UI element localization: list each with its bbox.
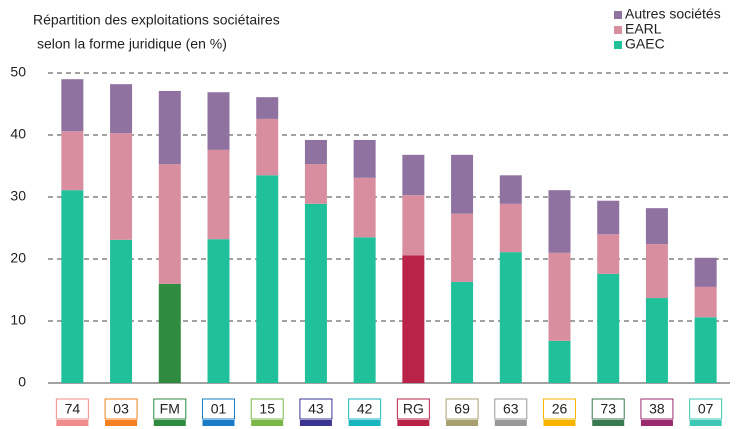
x-tick-label: 73 <box>600 401 616 417</box>
bar-segment <box>304 139 327 165</box>
x-tick-label: 15 <box>259 401 275 417</box>
bar-segment <box>158 90 181 165</box>
category-stripe <box>299 420 332 426</box>
category-stripe <box>153 420 186 426</box>
bar-segment <box>548 340 571 383</box>
category-stripe <box>494 420 527 426</box>
bar-segment <box>256 97 279 119</box>
bar-segment <box>499 175 522 204</box>
category-stripe <box>251 420 284 426</box>
x-tick-label: 42 <box>357 401 373 417</box>
y-tick-label: 0 <box>18 374 26 390</box>
bar-segment <box>110 239 133 383</box>
category-stripe <box>543 420 576 426</box>
category-box <box>640 398 674 420</box>
legend-label: Autres sociétés <box>625 6 721 22</box>
bar-segment <box>451 154 474 214</box>
bar-segment <box>207 239 230 383</box>
bar-segment <box>304 203 327 383</box>
bar-segment <box>499 252 522 383</box>
bar-segment <box>158 283 181 383</box>
y-tick-label: 40 <box>10 126 26 142</box>
legend-label: GAEC <box>625 36 665 52</box>
category-box <box>55 398 89 420</box>
bar-segment <box>451 281 474 383</box>
bar-segment <box>207 92 230 150</box>
x-tick-label: 03 <box>113 401 129 417</box>
category-box <box>494 398 528 420</box>
category-stripe <box>397 420 430 426</box>
bar-segment <box>548 190 571 253</box>
bar-segment <box>694 286 717 318</box>
bar-segment <box>645 208 668 245</box>
bar-segment <box>158 164 181 284</box>
category-box <box>104 398 138 420</box>
category-box <box>153 398 187 420</box>
y-tick-label: 20 <box>10 250 26 266</box>
bar-segment <box>304 164 327 204</box>
category-stripe <box>202 420 235 426</box>
bar-segment <box>402 154 425 196</box>
category-box <box>689 398 723 420</box>
y-tick-label: 10 <box>10 312 26 328</box>
bar-segment <box>207 149 230 240</box>
legend-swatch <box>614 11 622 19</box>
x-tick-label: 01 <box>211 401 227 417</box>
x-tick-label: 74 <box>65 401 81 417</box>
category-box <box>299 398 333 420</box>
category-box <box>445 398 479 420</box>
x-tick-label: RG <box>403 401 424 417</box>
x-tick-label: FM <box>160 401 180 417</box>
x-tick-label: 43 <box>308 401 324 417</box>
bar-segment <box>256 175 279 383</box>
bar-segment <box>110 133 133 240</box>
chart-title: selon la forme juridique (en %) <box>37 36 227 52</box>
legend-swatch <box>614 41 622 49</box>
category-stripe <box>640 420 673 426</box>
category-stripe <box>105 420 138 426</box>
bar-segment <box>597 273 620 383</box>
bar-segment <box>110 84 133 134</box>
bar-segment <box>61 79 84 132</box>
bar-segment <box>694 317 717 383</box>
category-stripe <box>592 420 625 426</box>
category-stripe <box>56 420 89 426</box>
category-stripe <box>348 420 381 426</box>
bar-segment <box>548 252 571 341</box>
bar-segment <box>597 234 620 274</box>
bar-segment <box>353 177 376 238</box>
bar-segment <box>353 237 376 383</box>
category-box <box>348 398 382 420</box>
chart-title: Répartition des exploitations sociétaire… <box>33 12 280 28</box>
x-tick-label: 63 <box>503 401 519 417</box>
bar-segment <box>499 203 522 253</box>
legend-swatch <box>614 26 622 34</box>
category-stripe <box>689 420 722 426</box>
category-box <box>591 398 625 420</box>
x-tick-label: 38 <box>649 401 665 417</box>
y-tick-label: 50 <box>10 64 26 80</box>
bar-segment <box>256 118 279 176</box>
bar-segment <box>694 257 717 287</box>
bar-segment <box>61 131 84 191</box>
bar-segment <box>645 244 668 299</box>
bar-segment <box>451 213 474 282</box>
x-tick-label: 07 <box>698 401 714 417</box>
bar-segment <box>597 200 620 235</box>
bar-segment <box>402 195 425 256</box>
category-box <box>202 398 235 420</box>
bar-segment <box>353 139 376 178</box>
category-box <box>396 398 430 420</box>
bar-segment <box>61 190 84 383</box>
legend-label: EARL <box>625 21 662 37</box>
x-tick-label: 69 <box>454 401 470 417</box>
category-stripe <box>446 420 479 426</box>
category-box <box>543 398 576 420</box>
y-tick-label: 30 <box>10 188 26 204</box>
x-tick-label: 26 <box>552 401 568 417</box>
category-box <box>250 398 284 420</box>
bar-segment <box>645 298 668 383</box>
bar-segment <box>402 255 425 383</box>
